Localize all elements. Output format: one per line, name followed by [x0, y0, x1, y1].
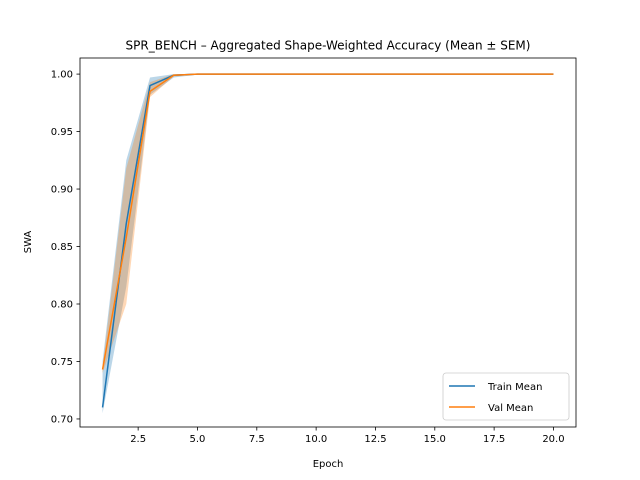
legend-label-train: Train Mean	[487, 382, 542, 393]
chart-title: SPR_BENCH – Aggregated Shape-Weighted Ac…	[126, 39, 531, 53]
x-tick-label: 7.5	[249, 434, 265, 445]
x-tick-label: 12.5	[364, 434, 386, 445]
x-axis-ticks: 2.5 5.0 7.5 10.0 12.5 15.0 17.5 20.0	[130, 427, 565, 445]
x-axis-label: Epoch	[313, 459, 344, 470]
legend: Train Mean Val Mean	[442, 372, 570, 421]
legend-label-val: Val Mean	[488, 403, 533, 414]
y-tick-label: 0.75	[51, 357, 73, 368]
x-tick-label: 15.0	[424, 434, 446, 445]
y-tick-label: 0.95	[51, 127, 73, 138]
x-tick-label: 17.5	[483, 434, 505, 445]
x-tick-label: 10.0	[305, 434, 327, 445]
legend-box	[442, 372, 570, 421]
val-mean-line	[101, 73, 554, 370]
x-tick-label: 2.5	[130, 434, 146, 445]
y-tick-label: 0.80	[51, 300, 73, 311]
y-tick-label: 0.70	[51, 414, 73, 425]
y-tick-label: 1.00	[51, 70, 73, 81]
x-tick-label: 5.0	[190, 434, 206, 445]
y-axis-label: SWA	[23, 231, 34, 254]
y-tick-label: 0.85	[51, 242, 73, 253]
mean-lines	[101, 73, 554, 408]
plot-frame	[79, 57, 577, 428]
y-axis-ticks: 0.70 0.75 0.80 0.85 0.90 0.95 1.00	[51, 70, 80, 425]
y-tick-label: 0.90	[51, 185, 73, 196]
x-tick-label: 20.0	[542, 434, 564, 445]
